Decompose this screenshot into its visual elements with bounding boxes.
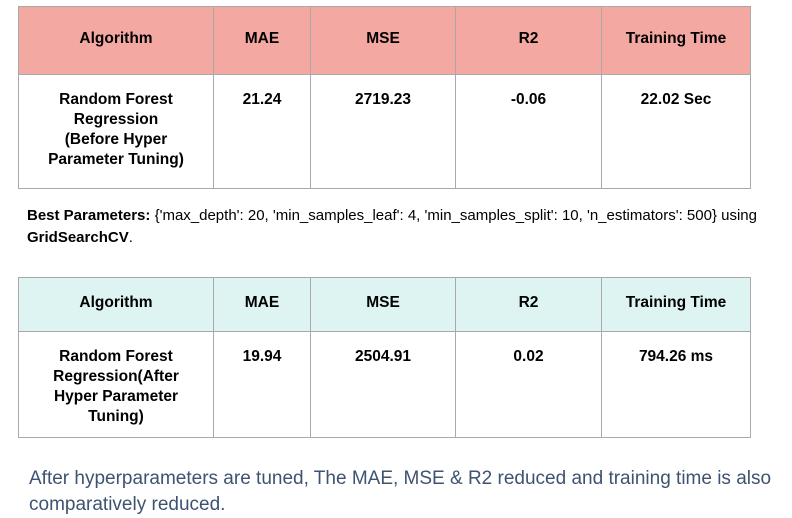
- best-parameters-label: Best Parameters:: [27, 207, 151, 224]
- header-mae: MAE: [213, 6, 311, 75]
- table-row: Random Forest Regression(After Hyper Par…: [18, 331, 751, 438]
- header-algorithm: Algorithm: [18, 277, 214, 332]
- header-r2: R2: [455, 277, 602, 332]
- cell-r2: 0.02: [455, 331, 602, 438]
- best-parameters-end: .: [128, 229, 133, 246]
- cell-mse: 2504.91: [310, 331, 456, 438]
- algorithm-line: Regression: [73, 111, 159, 128]
- cell-training-time: 794.26 ms: [601, 331, 751, 438]
- search-method: GridSearchCV: [27, 229, 129, 246]
- cell-r2: -0.06: [455, 74, 602, 189]
- results-table-after-tuning: Algorithm MAE MSE R2 Training Time Rando…: [18, 277, 751, 438]
- header-algorithm: Algorithm: [18, 6, 214, 75]
- header-mae: MAE: [213, 277, 311, 332]
- best-parameters-text: Best Parameters: {'max_depth': 20, 'min_…: [27, 205, 767, 249]
- algorithm-line: Parameter Tuning): [48, 151, 184, 168]
- cell-mae: 19.94: [213, 331, 311, 438]
- header-training-time: Training Time: [601, 277, 751, 332]
- algorithm-line: Hyper Parameter: [53, 388, 179, 405]
- summary-text: After hyperparameters are tuned, The MAE…: [29, 468, 772, 515]
- table-row: Random Forest Regression (Before Hyper P…: [18, 74, 751, 189]
- algorithm-line: Tuning): [88, 408, 144, 425]
- header-r2: R2: [455, 6, 602, 75]
- cell-training-time: 22.02 Sec: [601, 74, 751, 189]
- header-training-time: Training Time: [601, 6, 751, 75]
- algorithm-line: (Before Hyper: [64, 131, 168, 148]
- header-mse: MSE: [310, 277, 456, 332]
- header-mse: MSE: [310, 6, 456, 75]
- cell-mae: 21.24: [213, 74, 311, 189]
- algorithm-line: Random Forest: [59, 91, 173, 108]
- results-table-before-tuning: Algorithm MAE MSE R2 Training Time Rando…: [18, 6, 751, 189]
- cell-mse: 2719.23: [310, 74, 456, 189]
- table-header-row: Algorithm MAE MSE R2 Training Time: [18, 277, 751, 332]
- algorithm-line: Random Forest: [59, 348, 173, 365]
- best-parameters-values: {'max_depth': 20, 'min_samples_leaf': 4,…: [150, 207, 757, 224]
- table-header-row: Algorithm MAE MSE R2 Training Time: [18, 6, 751, 75]
- algorithm-line: Regression(After: [53, 368, 179, 385]
- cell-algorithm: Random Forest Regression (Before Hyper P…: [18, 74, 214, 189]
- cell-algorithm: Random Forest Regression(After Hyper Par…: [18, 331, 214, 438]
